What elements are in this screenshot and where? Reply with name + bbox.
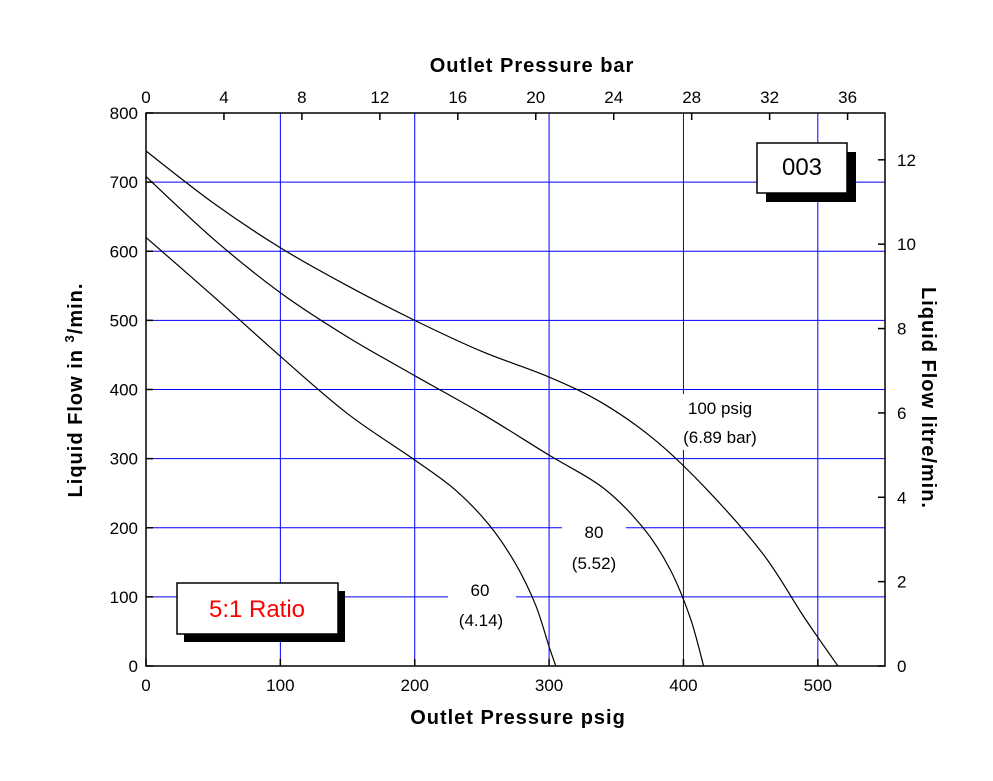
y-left-title-suffix: /min. xyxy=(65,283,87,335)
y-right-tick-label-10: 10 xyxy=(897,235,916,254)
y-left-axis-title: Liquid Flow in 3/min. xyxy=(62,283,87,498)
y-right-axis-title: Liquid Flow litre/min. xyxy=(917,287,939,509)
x-top-tick-label-8: 8 xyxy=(297,88,306,107)
y-left-tick-label-200: 200 xyxy=(110,519,138,538)
curve-series-0 xyxy=(145,236,557,667)
code-box-frame xyxy=(756,142,848,194)
y-right-tick-label-4: 4 xyxy=(897,488,906,507)
curve-label-60-bg xyxy=(448,577,516,631)
ratio-box: 5:1 Ratio xyxy=(176,582,345,642)
y-left-tick-label-100: 100 xyxy=(110,588,138,607)
x-top-tick-label-4: 4 xyxy=(219,88,228,107)
y-left-title-prefix: Liquid Flow in xyxy=(65,349,87,497)
y-right-tick-label-2: 2 xyxy=(897,573,906,592)
curve-label-60-line2: (4.14) xyxy=(459,611,503,630)
curve-label-80-line2: (5.52) xyxy=(572,554,616,573)
x-bottom-tick-label-0: 0 xyxy=(141,676,150,695)
y-left-tick-label-500: 500 xyxy=(110,311,138,330)
curve-label-100: 100 psig (6.89 bar) xyxy=(668,394,772,450)
curve-label-80-bg xyxy=(562,517,626,573)
y-left-tick-label-300: 300 xyxy=(110,450,138,469)
x-top-tick-label-24: 24 xyxy=(604,88,623,107)
curve-label-60: 60 (4.14) xyxy=(448,577,516,631)
x-top-tick-label-16: 16 xyxy=(448,88,467,107)
curve-series-1 xyxy=(145,176,705,667)
code-box: 003 xyxy=(756,142,856,202)
y-right-tick-label-6: 6 xyxy=(897,404,906,423)
x-bottom-axis-title: Outlet Pressure psig xyxy=(410,707,626,729)
y-left-tick-label-600: 600 xyxy=(110,242,138,261)
ratio-box-text: 5:1 Ratio xyxy=(209,596,305,623)
y-left-tick-label-400: 400 xyxy=(110,381,138,400)
x-top-tick-label-20: 20 xyxy=(526,88,545,107)
y-left-tick-label-800: 800 xyxy=(110,104,138,123)
y-left-tick-label-700: 700 xyxy=(110,173,138,192)
x-top-tick-label-12: 12 xyxy=(370,88,389,107)
x-top-tick-label-0: 0 xyxy=(141,88,150,107)
performance-curves xyxy=(145,150,839,667)
y-left-tick-label-0: 0 xyxy=(129,657,138,676)
x-bottom-tick-label-500: 500 xyxy=(804,676,832,695)
curve-series-2 xyxy=(145,150,839,667)
curve-label-100-line2: (6.89 bar) xyxy=(683,428,757,447)
curve-label-60-line1: 60 xyxy=(471,581,490,600)
x-bottom-tick-label-400: 400 xyxy=(669,676,697,695)
x-bottom-tick-label-100: 100 xyxy=(266,676,294,695)
y-left-title-superscript: 3 xyxy=(62,334,77,342)
horizontal-gridlines xyxy=(146,181,885,598)
y-right-tick-label-0: 0 xyxy=(897,657,906,676)
x-top-tick-label-36: 36 xyxy=(838,88,857,107)
y-right-tick-label-12: 12 xyxy=(897,151,916,170)
ratio-box-frame xyxy=(176,582,339,635)
x-top-tick-label-32: 32 xyxy=(760,88,779,107)
curve-label-100-bg xyxy=(668,394,772,450)
code-box-text: 003 xyxy=(782,154,822,181)
y-right-tick-label-8: 8 xyxy=(897,320,906,339)
x-bottom-tick-label-300: 300 xyxy=(535,676,563,695)
x-bottom-tick-label-200: 200 xyxy=(401,676,429,695)
curve-label-100-line1: 100 psig xyxy=(688,399,752,418)
x-top-axis-title: Outlet Pressure bar xyxy=(430,55,635,77)
curve-label-80: 80 (5.52) xyxy=(562,517,626,573)
curve-label-80-line1: 80 xyxy=(585,523,604,542)
x-top-tick-label-28: 28 xyxy=(682,88,701,107)
